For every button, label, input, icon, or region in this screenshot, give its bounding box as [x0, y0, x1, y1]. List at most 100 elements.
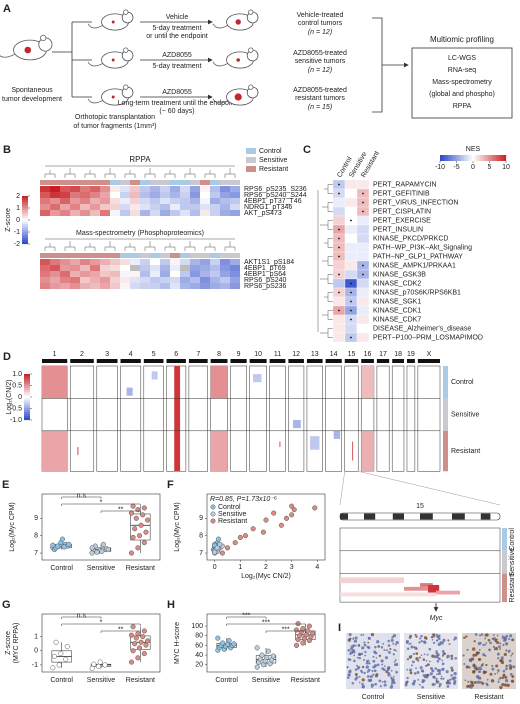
ihc-nucleus: [446, 685, 450, 688]
group-bar: [220, 253, 230, 258]
ihc-nucleus: [504, 675, 508, 679]
cn-segment: [126, 387, 133, 396]
mouse-icon: [248, 47, 254, 53]
significance-dot: [350, 291, 352, 294]
colorbar-cell: [24, 410, 30, 413]
heatmap-cell: [40, 277, 50, 283]
ihc-nucleus: [420, 669, 424, 673]
tick-label: 0: [213, 564, 217, 571]
heatmap-cell: [180, 198, 190, 204]
heatmap-cell: [200, 198, 210, 204]
ihc-nucleus: [382, 668, 386, 672]
tick-label: -1: [14, 229, 20, 236]
ihc-nucleus: [350, 645, 354, 649]
heatmap-cell: [356, 314, 370, 325]
ihc-nucleus: [374, 645, 377, 649]
ihc-nucleus: [374, 682, 377, 686]
ihc-nucleus: [495, 664, 499, 668]
ihc-nucleus: [469, 685, 473, 689]
ihc-nucleus: [365, 665, 369, 669]
chromosome-frame: [143, 365, 164, 472]
x-tick-label: Control: [215, 677, 238, 684]
ihc-nucleus: [509, 673, 513, 676]
chromosome-frame: [391, 365, 405, 472]
ihc-nucleus: [475, 651, 479, 655]
heatmap-cell: [40, 186, 50, 192]
chromosome-label: 9: [237, 351, 241, 358]
ihc-nucleus: [353, 639, 358, 643]
group-label: Sensitive: [509, 548, 516, 577]
colorbar-cell: [502, 155, 505, 161]
ihc-nucleus: [463, 662, 466, 666]
ihc-nucleus: [482, 670, 487, 675]
point: [215, 635, 221, 641]
group-bar: [70, 253, 80, 258]
colorbar-cell: [468, 155, 471, 161]
point: [217, 541, 223, 547]
ihc-nucleus: [505, 667, 508, 671]
heatmap-cell: [160, 210, 170, 216]
heatmap-cell: [130, 271, 140, 277]
ihc-nucleus: [482, 643, 485, 647]
ihc-nucleus: [420, 654, 423, 656]
ihc-nucleus: [493, 648, 496, 651]
ihc-nucleus: [353, 659, 356, 663]
axis-label: Log₂(Myc CPM): [9, 502, 16, 551]
ihc-nucleus: [512, 665, 516, 669]
cn-segment: [420, 583, 433, 587]
heatmap-cell: [160, 277, 170, 283]
heatmap-cell: [80, 259, 90, 265]
heatmap-cell: [60, 277, 70, 283]
ihc-nucleus: [361, 678, 365, 682]
ideogram-band: [364, 513, 376, 520]
ihc-nucleus: [361, 682, 364, 686]
tick-label: 7: [34, 550, 38, 557]
ihc-nucleus: [450, 668, 454, 672]
label: NES: [466, 146, 481, 153]
ihc-nucleus: [450, 654, 454, 658]
heatmap-cell: [180, 186, 190, 192]
ihc-nucleus: [489, 672, 493, 676]
heatmap-cell: [100, 198, 110, 204]
ihc-nucleus: [423, 636, 428, 640]
colorbar-cell: [24, 380, 30, 383]
ihc-nucleus: [479, 634, 482, 637]
ihc-nucleus: [409, 668, 413, 672]
ihc-nucleus: [432, 641, 436, 645]
significance-dot: [362, 192, 364, 195]
chromosome-frame: [306, 365, 323, 472]
label: 5-day treatment: [152, 25, 201, 32]
ihc-nucleus: [442, 667, 445, 670]
ihc-nucleus: [435, 677, 438, 681]
legend-swatch: [246, 157, 256, 163]
label: of tumor fragments (1mm³): [73, 123, 156, 130]
ihc-nucleus: [508, 659, 512, 663]
plot-frame: [41, 493, 161, 561]
chromosome-frame: [325, 365, 343, 472]
point: [310, 630, 316, 636]
heatmap-cell: [180, 259, 190, 265]
point: [132, 641, 138, 647]
ihc-nucleus: [395, 649, 397, 652]
ihc-nucleus: [453, 672, 457, 676]
heatmap-cell: [210, 186, 220, 192]
chromosome-bar: [230, 359, 247, 363]
tick-label: 40: [195, 652, 203, 659]
mouse-icon: [123, 84, 129, 90]
ihc-nucleus: [420, 639, 423, 643]
row-label: KINASE_CDK1: [373, 307, 421, 314]
point: [215, 536, 222, 542]
ihc-nucleus: [356, 667, 360, 670]
heatmap-cell: [110, 277, 120, 283]
tumor-icon: [111, 95, 115, 99]
colorbar-cell: [24, 382, 30, 385]
row-label: KINASE_CDK2: [373, 280, 421, 287]
label: or until the endpoint: [146, 33, 208, 40]
chromosome-frame: [188, 365, 208, 472]
ihc-nucleus: [431, 682, 435, 687]
ihc-nucleus: [404, 683, 408, 687]
ihc-nucleus: [442, 677, 445, 680]
label: (global and phospho): [429, 91, 495, 98]
significance-dot: [362, 273, 364, 276]
ihc-nucleus: [354, 636, 358, 640]
